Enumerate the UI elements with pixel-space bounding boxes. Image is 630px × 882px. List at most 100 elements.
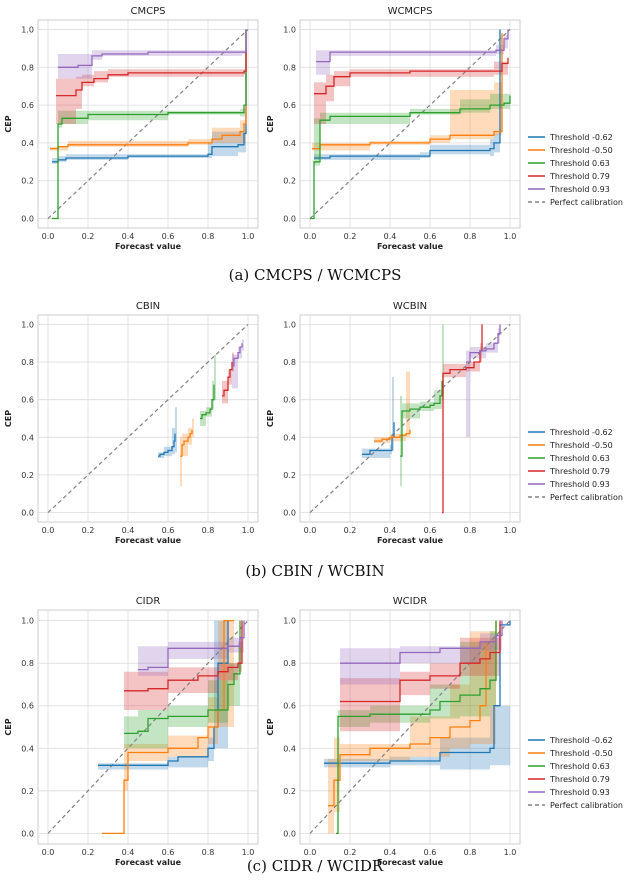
x-tick-label: 0.6 (424, 526, 437, 535)
legend-label: Threshold -0.50 (549, 441, 613, 450)
x-tick-label: 0.4 (384, 848, 397, 857)
x-tick-label: 0.4 (384, 232, 397, 241)
y-tick-label: 0.6 (283, 396, 296, 405)
series-line-1 (52, 29, 247, 163)
x-tick-label: 0.8 (464, 848, 477, 857)
y-tick-label: 1.0 (283, 617, 296, 626)
legend-label: Perfect calibration (550, 493, 623, 502)
chart-title: CBIN (136, 301, 160, 312)
y-tick-label: 0.8 (21, 63, 34, 72)
x-tick-label: 0.0 (304, 232, 317, 241)
legend-label: Threshold 0.93 (549, 480, 610, 489)
series-line-5 (138, 620, 245, 671)
x-tick-label: 0.2 (344, 232, 357, 241)
x-tick-label: 0.2 (82, 848, 95, 857)
perfect-calibration-line (47, 323, 249, 514)
x-tick-label: 0.0 (304, 848, 317, 857)
legend-label: Threshold 0.63 (549, 159, 610, 168)
perfect-calibration-line (309, 29, 511, 219)
legend-label: Threshold 0.93 (549, 185, 610, 194)
confidence-band-4 (443, 343, 482, 378)
confidence-band-2 (328, 631, 496, 834)
legend-label: Threshold -0.62 (549, 736, 613, 745)
chart-title: WCMCPS (388, 6, 433, 17)
y-tick-label: 0.6 (21, 702, 34, 711)
confidence-band-5 (316, 35, 508, 75)
confidence-band-4 (124, 641, 242, 710)
y-tick-label: 0.0 (21, 829, 34, 838)
y-axis-label: CEP (266, 115, 275, 132)
y-tick-label: 0.2 (21, 471, 34, 480)
series-line-4 (56, 48, 247, 97)
caption-a: (a) CMCPS / WCMCPS (228, 266, 402, 284)
x-tick-label: 0.8 (464, 526, 477, 535)
y-tick-label: 0.8 (283, 358, 296, 367)
panel-cidr: 0.0 0.0 0.2 0.2 0.4 0.4 0.6 0.6 0.8 0.8 1.0 1.0 CIDR… (4, 596, 259, 867)
series-line-2 (180, 429, 193, 457)
x-tick-label: 0.4 (122, 232, 135, 241)
panel-wcmcps: 0.0 0.0 0.2 0.2 0.4 0.4 0.6 0.6 0.8 0.8 1.0 1.0 WCMC… (266, 6, 521, 251)
chart-title: CIDR (136, 596, 161, 607)
confidence-band-2 (312, 82, 502, 151)
confidence-band-1 (98, 620, 228, 770)
confidence-band-3 (338, 631, 496, 727)
plot-layer (47, 29, 249, 220)
series-line-4 (314, 57, 509, 95)
confidence-band-5 (232, 339, 244, 389)
y-tick-label: 1.0 (21, 25, 34, 34)
confidence-band-4 (314, 61, 508, 124)
x-tick-label: 1.0 (504, 232, 517, 241)
series-line-5 (58, 29, 247, 68)
x-axis-label: Forecast value (115, 858, 182, 867)
confidence-band-5 (58, 50, 246, 79)
y-tick-label: 0.4 (283, 433, 296, 442)
series-line-3 (400, 380, 443, 457)
confidence-band-3 (314, 93, 510, 166)
panel-wcidr: 0.0 0.0 0.2 0.2 0.4 0.4 0.6 0.6 0.8 0.8 1.0 1.0 WCID… (266, 596, 521, 867)
legend-label: Threshold 0.63 (549, 454, 610, 463)
x-axis-label: Forecast value (377, 242, 444, 251)
y-tick-label: 1.0 (21, 617, 34, 626)
x-tick-label: 0.0 (42, 526, 55, 535)
y-tick-label: 0.0 (283, 509, 296, 518)
y-tick-label: 0.4 (283, 139, 296, 148)
confidence-band-5 (340, 633, 502, 685)
perfect-calibration-line (309, 323, 511, 514)
chart-title: CMCPS (131, 6, 166, 17)
x-axis-label: Forecast value (115, 242, 182, 251)
x-tick-label: 0.8 (202, 848, 215, 857)
plot-layer (47, 619, 249, 835)
series-line-5 (232, 343, 243, 367)
series-line-1 (314, 29, 501, 159)
confidence-band-3 (400, 324, 444, 487)
series-line-5 (340, 620, 503, 664)
x-tick-label: 0.8 (202, 232, 215, 241)
x-tick-label: 0.0 (42, 232, 55, 241)
x-tick-label: 0.2 (344, 526, 357, 535)
series-line-4 (340, 620, 501, 703)
confidence-band-5 (466, 328, 500, 438)
x-tick-label: 0.8 (202, 526, 215, 535)
y-tick-label: 1.0 (283, 320, 296, 329)
panel-cbin: 0.0 0.0 0.2 0.2 0.4 0.4 0.6 0.6 0.8 0.8 1.0 1.0 CBIN… (4, 301, 259, 545)
confidence-band-4 (340, 637, 500, 732)
x-tick-label: 0.8 (464, 232, 477, 241)
confidence-band-1 (314, 133, 500, 160)
y-axis-label: CEP (4, 115, 13, 132)
y-tick-label: 0.0 (283, 829, 296, 838)
panel-cmcps: 0.0 0.0 0.2 0.2 0.4 0.4 0.6 0.6 0.8 0.8 1.0 1.0 CMCP… (4, 6, 259, 251)
series-line-3 (52, 29, 247, 220)
series-line-4 (222, 362, 233, 397)
legend-label: Threshold 0.79 (549, 775, 610, 784)
plot-layer (309, 323, 511, 514)
series-line-1 (158, 433, 176, 457)
y-tick-label: 0.0 (21, 509, 34, 518)
x-tick-label: 0.6 (162, 526, 175, 535)
y-tick-label: 0.6 (283, 702, 296, 711)
perfect-calibration-line (47, 29, 249, 219)
y-tick-label: 0.2 (21, 177, 34, 186)
series-line-2 (328, 620, 497, 807)
y-tick-label: 1.0 (283, 25, 296, 34)
x-tick-label: 0.2 (82, 232, 95, 241)
y-tick-label: 0.8 (283, 63, 296, 72)
